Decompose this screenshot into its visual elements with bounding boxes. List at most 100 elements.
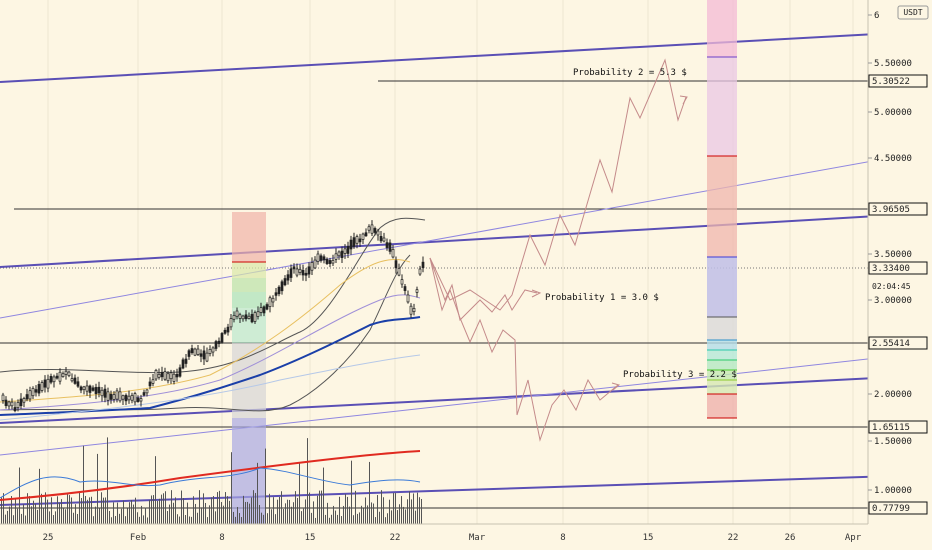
- ma-slow: [0, 316, 421, 416]
- volume-bar: [13, 515, 14, 524]
- candle-body: [397, 268, 401, 276]
- currency-badge-label: USDT: [903, 8, 922, 17]
- candle-body: [19, 398, 23, 407]
- candle-body: [295, 268, 299, 276]
- candle-body: [40, 382, 44, 391]
- volume-bar: [25, 515, 26, 524]
- volume-bar: [151, 495, 152, 524]
- price-level-label: 3.96505: [872, 205, 910, 215]
- price-level-label: 1.65115: [872, 423, 910, 433]
- volume-bar: [219, 490, 220, 524]
- candle-body: [385, 242, 389, 248]
- candle-body: [175, 373, 179, 378]
- volume-bar: [389, 499, 390, 524]
- volume-bar: [329, 517, 330, 524]
- candle-body: [349, 239, 353, 250]
- volume-bar: [17, 508, 18, 524]
- currency-badge[interactable]: [897, 5, 929, 20]
- candle-body: [400, 279, 404, 285]
- volume-bar: [69, 495, 70, 524]
- candle-body: [325, 258, 329, 264]
- candle-body: [163, 371, 167, 380]
- volume-bar: [233, 511, 234, 524]
- volume-bar: [295, 491, 296, 524]
- candle-body: [370, 224, 374, 234]
- volume-bar: [75, 504, 76, 524]
- volume-bar: [121, 508, 122, 524]
- price-level-label: 0.77799: [872, 504, 910, 514]
- volume-bar: [417, 492, 418, 524]
- volume-bar: [411, 499, 412, 524]
- volume-bar: [197, 512, 198, 524]
- candle-body: [352, 237, 356, 247]
- volume-bar: [223, 505, 224, 524]
- volume-bar: [201, 507, 202, 524]
- candle-body: [85, 385, 89, 392]
- candle-body: [379, 236, 383, 242]
- volume-bar: [409, 491, 410, 524]
- volume-bar: [191, 516, 192, 524]
- volume-bar: [237, 506, 238, 524]
- volume-bar: [301, 511, 302, 524]
- volume-bar: [253, 490, 254, 524]
- volume-bar: [79, 491, 80, 524]
- volume-bar: [217, 492, 218, 524]
- volume-bar: [353, 515, 354, 524]
- volume-bar: [107, 437, 108, 524]
- candle-body: [28, 390, 32, 400]
- bollinger-upper: [0, 217, 426, 374]
- volume-bar: [167, 511, 168, 524]
- volume-bar: [381, 490, 382, 524]
- candle-body: [25, 394, 29, 400]
- volume-bar: [387, 513, 388, 524]
- candle-body: [43, 379, 47, 388]
- candle-body: [235, 310, 239, 317]
- volume-bar: [261, 512, 262, 524]
- volume-bar: [343, 505, 344, 524]
- indicator-lines: [0, 217, 426, 421]
- volume-bar: [147, 517, 148, 524]
- trendline-thin-1: [0, 156, 896, 319]
- candle-body: [253, 312, 257, 322]
- volume-bar: [81, 498, 82, 524]
- volume-bar: [299, 463, 300, 524]
- price-level-badge: [868, 501, 928, 515]
- candle-body: [247, 315, 251, 319]
- volume-bar: [361, 505, 362, 524]
- volume-bar: [413, 493, 414, 524]
- candle-body: [355, 236, 359, 244]
- ma-fast: [0, 258, 411, 403]
- volume-bar: [247, 501, 248, 524]
- projection-path-base: [429, 257, 538, 321]
- volume-bar: [3, 493, 4, 524]
- time-tick-label: 25: [43, 533, 54, 543]
- volume-ma-red: [0, 450, 421, 501]
- time-tick-label: 8: [560, 533, 565, 543]
- price-tick-label: 4.50000: [874, 154, 912, 164]
- time-axis[interactable]: [0, 524, 932, 550]
- volume-bar: [339, 496, 340, 524]
- candle-body: [289, 268, 293, 278]
- projection-paths: [429, 58, 687, 442]
- candle-body: [292, 266, 296, 270]
- volume-bar: [211, 497, 212, 524]
- price-level-badge: [868, 261, 928, 275]
- candle-body: [322, 256, 326, 261]
- candle-body: [367, 226, 371, 231]
- candle-body: [184, 358, 188, 364]
- candle-body: [31, 388, 35, 397]
- candle-body: [364, 232, 368, 237]
- volume-bar: [403, 506, 404, 524]
- volume-bar: [245, 501, 246, 524]
- volume-bar: [221, 502, 222, 524]
- volume-bar: [281, 491, 282, 524]
- candle-body: [76, 381, 80, 387]
- volume-bar: [349, 506, 350, 524]
- volume-bar: [385, 517, 386, 524]
- volume-bar: [131, 500, 132, 524]
- volume-bar: [271, 509, 272, 524]
- volume-bar: [9, 506, 10, 524]
- volume-bar: [57, 496, 58, 524]
- candle-body: [13, 407, 17, 412]
